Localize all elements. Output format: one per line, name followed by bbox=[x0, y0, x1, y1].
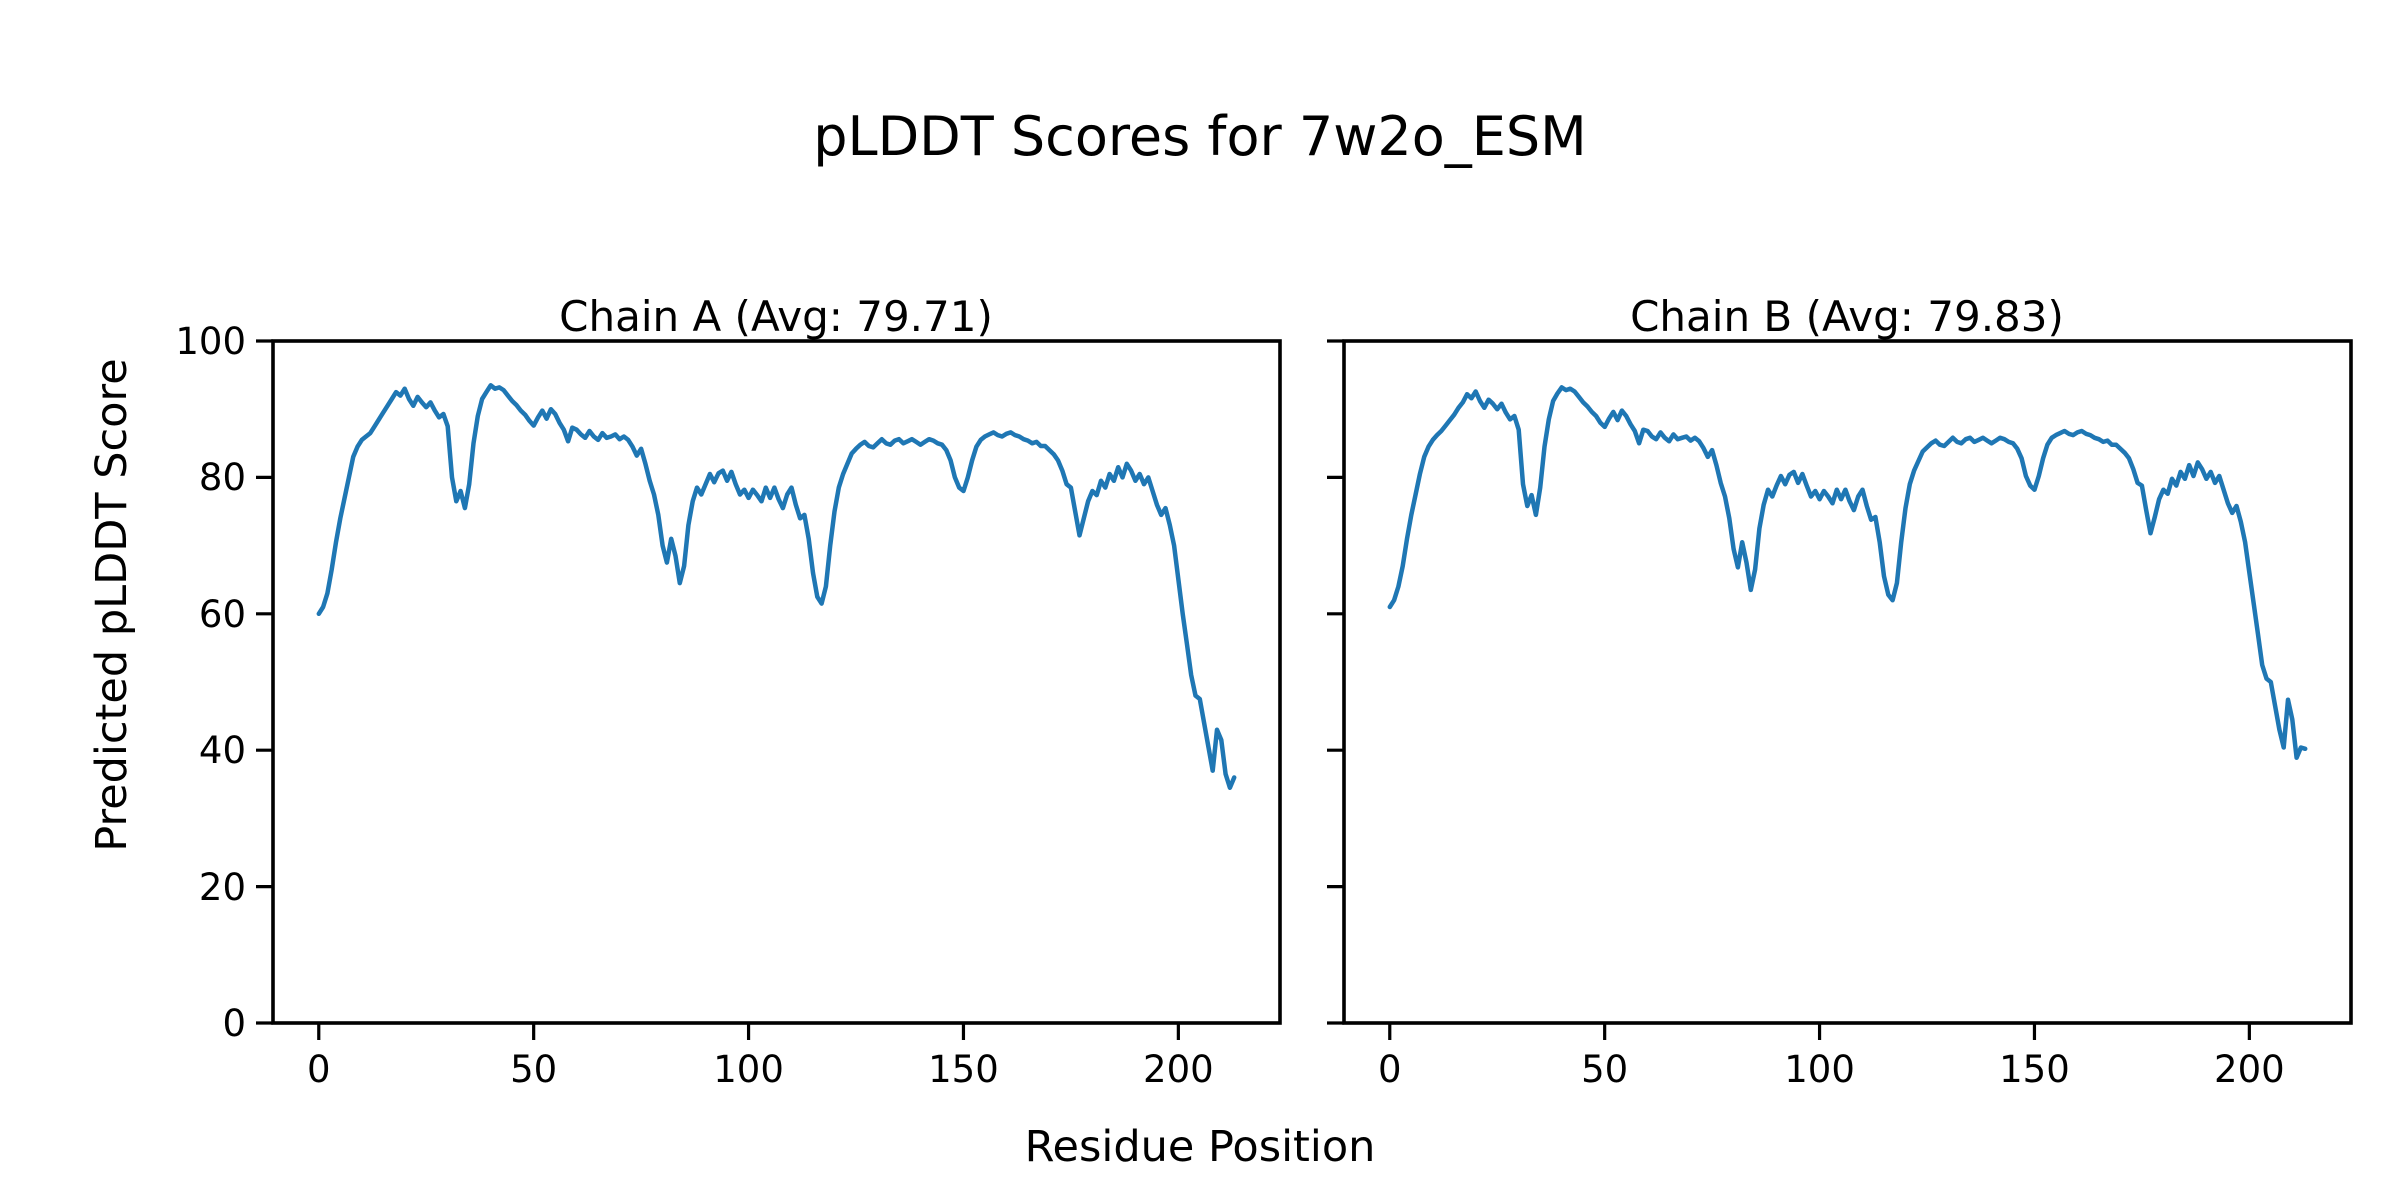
y-tick-label: 60 bbox=[198, 592, 246, 636]
figure-title: pLDDT Scores for 7w2o_ESM bbox=[813, 105, 1587, 168]
x-tick-label: 200 bbox=[2214, 1048, 2285, 1091]
y-tick-label: 20 bbox=[198, 865, 246, 909]
y-tick-label: 0 bbox=[222, 1002, 246, 1045]
subplot-title-chain-a: Chain A (Avg: 79.71) bbox=[559, 292, 993, 341]
subplot-title-chain-b: Chain B (Avg: 79.83) bbox=[1630, 292, 2064, 341]
x-tick-label: 100 bbox=[713, 1048, 784, 1091]
x-tick-label: 0 bbox=[1377, 1048, 1402, 1091]
plddt-line-chain-b bbox=[1387, 385, 2308, 760]
axes-spines bbox=[271, 339, 1282, 1025]
x-tick-label: 100 bbox=[1784, 1048, 1855, 1091]
y-tick-label: 100 bbox=[175, 320, 246, 363]
plddt-line-chain-a bbox=[316, 383, 1237, 790]
x-tick-label: 150 bbox=[928, 1048, 999, 1091]
x-tick-label: 50 bbox=[510, 1048, 558, 1091]
x-tick-label: 0 bbox=[306, 1048, 331, 1091]
x-tick-label: 50 bbox=[1581, 1048, 1629, 1091]
x-tick-label: 200 bbox=[1143, 1048, 1214, 1091]
x-axis-label: Residue Position bbox=[1024, 1122, 1376, 1172]
y-tick-label: 40 bbox=[198, 729, 246, 773]
axes-spines bbox=[1342, 339, 2353, 1025]
y-tick-label: 80 bbox=[198, 456, 246, 500]
x-tick-label: 150 bbox=[1999, 1048, 2070, 1091]
